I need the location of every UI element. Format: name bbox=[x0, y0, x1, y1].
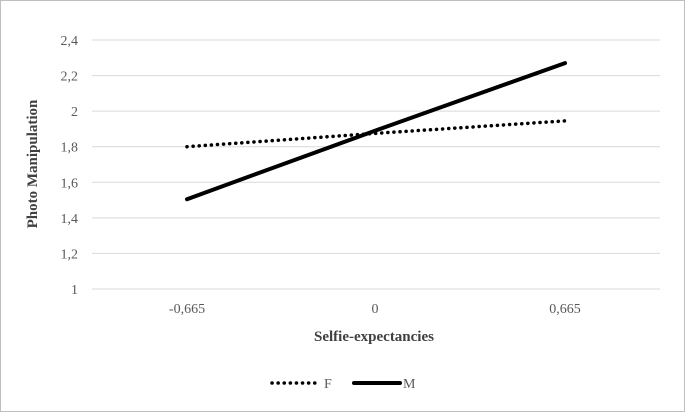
x-axis-title: Selfie-expectancies bbox=[314, 329, 434, 345]
y-tick-label: 1,2 bbox=[61, 247, 79, 262]
y-axis-title: Photo Manipulation bbox=[25, 99, 41, 228]
series-line-f bbox=[185, 119, 567, 149]
y-tick-label: 1,6 bbox=[61, 176, 79, 191]
series-lines bbox=[185, 61, 567, 202]
series-line-m bbox=[185, 61, 567, 202]
legend-label-m: M bbox=[403, 377, 416, 392]
y-tick-label: 2,2 bbox=[61, 70, 79, 85]
x-tick-label: -0,665 bbox=[169, 302, 205, 317]
x-tick-label: 0,665 bbox=[549, 302, 581, 317]
x-tick-label: 0 bbox=[372, 302, 379, 317]
y-tick-label: 2,4 bbox=[61, 34, 79, 49]
y-tick-label: 1 bbox=[71, 283, 78, 298]
y-axis-ticks: 1 1,2 1,4 1,6 1,8 2 2,2 2,4 bbox=[61, 34, 79, 298]
gridlines bbox=[92, 39, 660, 290]
x-axis-ticks: -0,665 0 0,665 bbox=[169, 302, 581, 317]
y-tick-label: 1,8 bbox=[61, 141, 79, 156]
y-tick-label: 2 bbox=[71, 105, 78, 120]
legend-label-f: F bbox=[324, 377, 332, 392]
y-tick-label: 1,4 bbox=[61, 212, 79, 227]
